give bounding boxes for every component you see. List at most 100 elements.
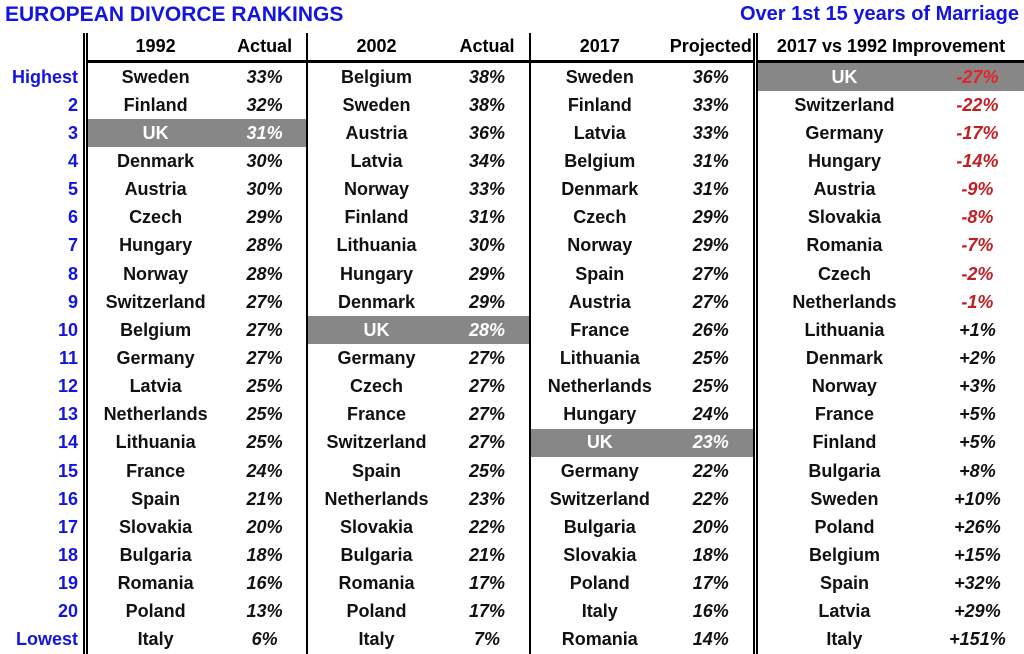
value-label: 18% [246, 544, 283, 565]
value-label: 24% [246, 460, 283, 481]
value-label: 24% [692, 404, 729, 425]
table-row: Germany 27% [308, 344, 529, 372]
value-label: 29% [692, 207, 729, 228]
value-label: 32% [246, 94, 283, 115]
table-row: Latvia 33% [531, 119, 753, 147]
country-label: Hungary [340, 263, 414, 284]
country-label: Belgium [341, 66, 413, 87]
value-label: 27% [246, 347, 283, 368]
table-row: Norway 33% [308, 176, 529, 204]
country-label: UK [142, 122, 169, 143]
country-label: Switzerland [549, 488, 650, 509]
country-label: Germany [337, 347, 416, 368]
table-row: Romania -7% [758, 232, 1024, 260]
rank-label: 18 [57, 544, 78, 565]
table-row: Switzerland -22% [758, 91, 1024, 119]
page-subtitle: Over 1st 15 years of Marriage [739, 3, 1019, 25]
country-label: Bulgaria [119, 544, 192, 565]
table-row: Spain +32% [758, 570, 1024, 598]
value-label: -27% [956, 66, 999, 87]
table-row: Germany -17% [758, 119, 1024, 147]
value-label: 30% [468, 235, 506, 256]
value-label: +2% [959, 347, 996, 368]
value-label: -14% [956, 150, 999, 171]
country-label: Spain [575, 263, 625, 284]
value-label: 26% [692, 319, 729, 340]
table-row: Slovakia -8% [758, 204, 1024, 232]
value-label: 27% [692, 263, 729, 284]
value-label: -2% [961, 263, 994, 284]
value-label: 13% [246, 601, 283, 622]
table-row: Norway 29% [531, 232, 753, 260]
table-row: Slovakia 20% [88, 513, 306, 541]
value-label: 27% [468, 432, 506, 453]
section-improvement: 2017 vs 1992 Improvement UK -27% Switzerla… [758, 33, 1024, 654]
value-label: 27% [246, 319, 283, 340]
table-row: France 24% [88, 457, 306, 485]
rank-label: 5 [67, 179, 78, 200]
value-label: 20% [692, 516, 729, 537]
table-row: Romania 17% [308, 570, 529, 598]
table-row: Italy +151% [758, 626, 1024, 654]
table-row: Latvia 34% [308, 147, 529, 175]
table-row: Switzerland 27% [88, 288, 306, 316]
section-1992: 1992 Actual Sweden 33% Finland 32% UK 31% Denm… [88, 33, 308, 654]
improvement-header-label: 2017 vs 1992 Improvement [776, 36, 1006, 56]
table-row: Denmark +2% [758, 344, 1024, 372]
table-row: France 27% [308, 401, 529, 429]
country-label: Bulgaria [563, 516, 636, 537]
table-row: Hungary 29% [308, 260, 529, 288]
country-label: Slovakia [119, 516, 193, 537]
value-label: 23% [468, 488, 506, 509]
value-label: 30% [246, 150, 283, 171]
table-row: Poland 17% [308, 598, 529, 626]
value-label: 16% [246, 573, 283, 594]
country-label: Finland [123, 94, 188, 115]
table-row: Spain 27% [531, 260, 753, 288]
value-label: 21% [246, 488, 283, 509]
table-row: Poland +26% [758, 513, 1024, 541]
value-label: 27% [468, 376, 506, 397]
country-label: Spain [352, 460, 402, 481]
table-row: Romania 16% [88, 570, 306, 598]
country-label: Italy [826, 629, 863, 650]
country-label: Romania [117, 573, 194, 594]
section-1992-header: 1992 Actual [88, 33, 306, 63]
table-row: UK 23% [531, 428, 753, 457]
value-label: 25% [246, 432, 283, 453]
table-row: Denmark 29% [308, 288, 529, 316]
table-row: Austria 27% [531, 288, 753, 316]
year-header-2017: 2017 [579, 36, 620, 56]
country-label: Lithuania [559, 347, 640, 368]
table-row: Bulgaria 21% [308, 541, 529, 569]
country-label: UK [363, 319, 390, 340]
value-label: 18% [692, 544, 729, 565]
rank-column-cells: Highest 2 3 4 5 6 7 8 9 10 11 12 13 14 15 16 17 18 19 20 Low… [0, 63, 83, 654]
section-2017-rows: Sweden 36% Finland 33% Latvia 33% Belgium 31% De… [531, 63, 753, 654]
table-row: France 26% [531, 316, 753, 344]
rank-label: 7 [67, 235, 78, 256]
table-row: Bulgaria 18% [88, 541, 306, 569]
value-label: 29% [246, 207, 283, 228]
rank-label: Lowest [15, 629, 78, 650]
country-label: Latvia [573, 122, 626, 143]
value-label: 17% [468, 573, 506, 594]
country-label: Austria [813, 179, 876, 200]
value-label: 28% [468, 319, 506, 340]
country-label: Norway [567, 235, 633, 256]
table-row: Norway 28% [88, 260, 306, 288]
rank-label: 17 [57, 516, 78, 537]
country-label: Austria [124, 179, 187, 200]
table-row: France +5% [758, 401, 1024, 429]
value-label: 22% [468, 516, 506, 537]
value-label: +29% [954, 601, 1001, 622]
country-label: Slovakia [563, 544, 637, 565]
table-row: Austria 36% [308, 119, 529, 147]
country-label: Norway [811, 376, 877, 397]
divorce-rankings-table: Highest 2 3 4 5 6 7 8 9 10 11 12 13 14 15 16 17 18 19 20 Low… [0, 33, 1024, 654]
table-row: Lithuania 30% [308, 232, 529, 260]
table-row: Belgium 38% [308, 63, 529, 91]
country-label: Denmark [561, 179, 639, 200]
table-row: Czech 27% [308, 373, 529, 401]
country-label: Italy [358, 629, 395, 650]
